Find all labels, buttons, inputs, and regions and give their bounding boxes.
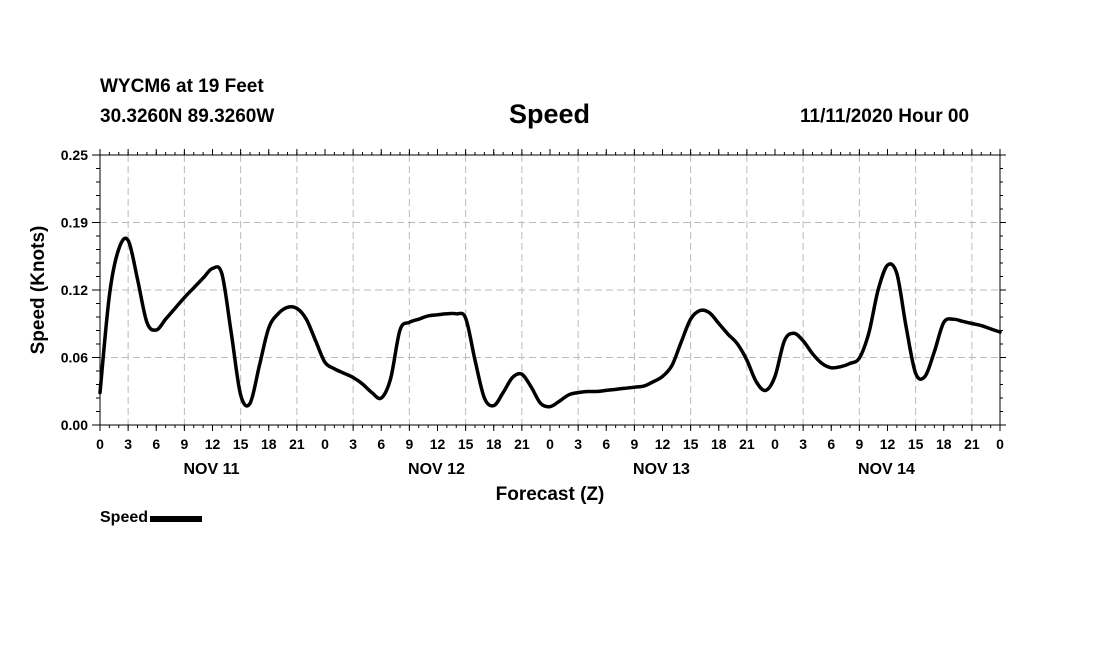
y-tick-label: 0.06	[61, 350, 88, 366]
y-tick-label: 0.19	[61, 215, 88, 231]
y-axis-label: Speed (Knots)	[28, 226, 49, 355]
x-tick-label: 12	[655, 436, 671, 452]
x-day-label: NOV 12	[408, 461, 465, 478]
x-tick-label: 6	[152, 436, 160, 452]
series-layer	[98, 236, 1002, 409]
x-tick-label: 12	[205, 436, 221, 452]
x-tick-label: 0	[96, 436, 104, 452]
legend: Speed	[100, 509, 203, 527]
grid-lines	[100, 155, 1000, 425]
x-tick-label: 15	[458, 436, 474, 452]
speed-series-line	[98, 236, 1002, 409]
x-axis-label: Forecast (Z)	[496, 484, 605, 505]
legend-swatch	[150, 516, 203, 522]
x-tick-label: 6	[602, 436, 610, 452]
legend-label: Speed	[100, 509, 149, 526]
x-tick-label: 6	[377, 436, 385, 452]
x-tick-label: 6	[827, 436, 835, 452]
x-tick-label: 9	[405, 436, 413, 452]
x-tick-label: 15	[233, 436, 249, 452]
y-tick-label: 0.12	[61, 282, 88, 298]
x-tick-label: 12	[430, 436, 446, 452]
x-tick-label: 12	[880, 436, 896, 452]
x-tick-label: 15	[683, 436, 699, 452]
location-label: 30.3260N 89.3260W	[100, 106, 275, 127]
x-tick-label: 15	[908, 436, 924, 452]
x-tick-label: 18	[711, 436, 727, 452]
x-day-label: NOV 11	[183, 461, 239, 478]
x-day-label: NOV 13	[633, 461, 690, 478]
chart-title: Speed	[509, 99, 591, 129]
x-tick-label: 0	[321, 436, 329, 452]
forecast-datetime: 11/11/2020 Hour 00	[800, 106, 970, 127]
x-tick-label: 21	[514, 436, 530, 452]
x-tick-label: 18	[261, 436, 277, 452]
y-tick-label: 0.00	[61, 417, 88, 433]
station-label: WYCM6 at 19 Feet	[100, 76, 264, 97]
x-tick-label: 9	[180, 436, 188, 452]
axes: 0.00 0.06 0.12 0.19 0.25 0 3 6 9 12 15 18 21 0 3 6 9 12 15…	[61, 147, 1006, 478]
plot-frame	[99, 154, 1001, 426]
x-tick-label: 18	[936, 436, 952, 452]
x-tick-label: 21	[739, 436, 755, 452]
y-tick-label: 0.25	[61, 147, 88, 163]
x-tick-label: 3	[574, 436, 582, 452]
x-tick-label: 18	[486, 436, 502, 452]
x-tick-label: 9	[855, 436, 863, 452]
x-tick-label: 0	[546, 436, 554, 452]
x-tick-label: 21	[964, 436, 980, 452]
x-tick-label: 0	[996, 436, 1004, 452]
x-tick-label: 3	[349, 436, 357, 452]
x-tick-label: 0	[771, 436, 779, 452]
x-tick-label: 21	[289, 436, 305, 452]
x-day-label: NOV 14	[858, 461, 915, 478]
x-tick-label: 3	[124, 436, 132, 452]
x-tick-label: 3	[799, 436, 807, 452]
x-tick-label: 9	[630, 436, 638, 452]
